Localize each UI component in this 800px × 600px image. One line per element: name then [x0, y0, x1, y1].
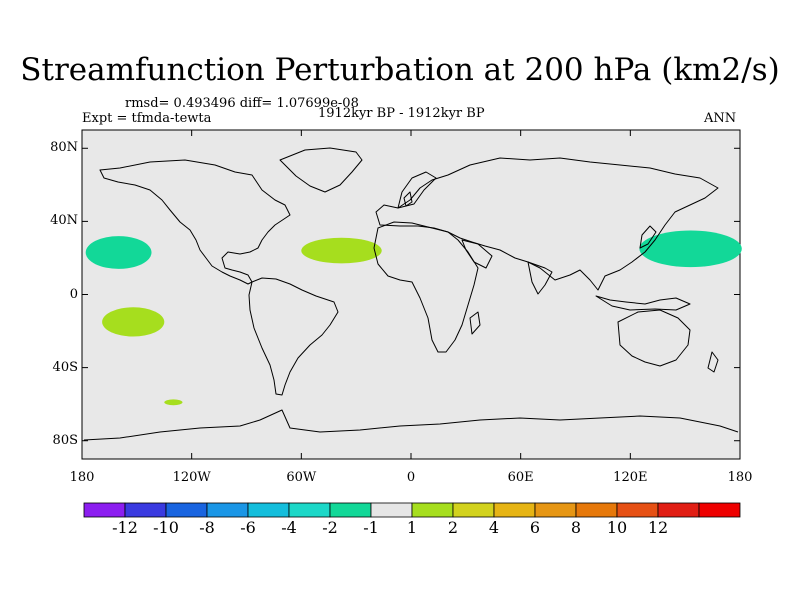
anomaly-north-pacific-east — [85, 236, 152, 269]
rmsd-stats: rmsd= 0.493496 diff= 1.07699e-08 — [125, 96, 359, 111]
lon-label: 60E — [507, 470, 534, 485]
experiment-label: Expt = tfmda-tewta — [82, 111, 212, 126]
colorbar-label: -12 — [112, 518, 138, 537]
colorbar-swatch — [165, 502, 208, 518]
colorbar-swatch — [493, 502, 536, 518]
colorbar-swatch — [83, 502, 126, 518]
coastline-arabia — [461, 239, 493, 269]
lat-label: 80S — [52, 432, 78, 448]
lat-label: 40S — [52, 359, 78, 375]
coastline-north-america — [99, 159, 291, 285]
lat-label: 40N — [50, 213, 78, 229]
colorbar-label: 4 — [488, 518, 500, 537]
colorbar-swatch — [370, 502, 413, 518]
coastline-india — [527, 261, 553, 295]
map-ocean-background — [81, 129, 741, 460]
colorbar-swatch — [534, 502, 577, 518]
colorbar-label: -2 — [322, 518, 338, 537]
colorbar-label: 1 — [406, 518, 418, 537]
coastline-new-zealand — [707, 351, 719, 373]
colorbar-label: 6 — [529, 518, 541, 537]
colorbar-label: -6 — [240, 518, 256, 537]
lon-label: 120E — [613, 470, 648, 485]
anomaly-small-south-pacific — [164, 399, 183, 406]
lon-label: 180 — [727, 470, 753, 485]
colorbar-swatch — [329, 502, 372, 518]
colorbar — [83, 502, 741, 518]
colorbar-swatch — [411, 502, 454, 518]
colorbar-label: 2 — [447, 518, 459, 537]
coastline-south-america — [248, 277, 339, 396]
lon-label: 0 — [406, 470, 416, 485]
colorbar-swatch — [698, 502, 741, 518]
colorbar-label: 12 — [647, 518, 669, 537]
colorbar-swatch — [124, 502, 167, 518]
coastline-madagascar — [469, 311, 481, 335]
coastline-eurasia — [375, 157, 719, 291]
lat-label: 0 — [69, 286, 78, 302]
colorbar-swatch — [575, 502, 618, 518]
colorbar-swatch — [616, 502, 659, 518]
colorbar-label: 8 — [570, 518, 582, 537]
colorbar-label: 10 — [606, 518, 628, 537]
colorbar-swatch — [288, 502, 331, 518]
season-label: ANN — [704, 111, 737, 126]
anomaly-south-pacific — [102, 307, 165, 337]
coastline-uk — [403, 191, 413, 207]
axis-ticks — [81, 130, 741, 459]
colorbar-label: -4 — [281, 518, 297, 537]
coastline-japan — [639, 225, 657, 249]
chart-title: Streamfunction Perturbation at 200 hPa (… — [20, 52, 780, 88]
lat-label: 80N — [50, 140, 78, 156]
coastline-indonesia — [595, 295, 691, 311]
colorbar-label: -1 — [363, 518, 379, 537]
lon-label: 60W — [286, 470, 317, 485]
colorbar-swatch — [206, 502, 249, 518]
lon-label: 180 — [69, 470, 95, 485]
anomaly-northwest-pacific — [639, 230, 742, 268]
period-label: 1912kyr BP - 1912kyr BP — [318, 106, 485, 121]
anomaly-layer — [85, 230, 742, 406]
colorbar-swatch — [452, 502, 495, 518]
coastline-australia — [617, 309, 691, 367]
coastline-antarctica — [83, 409, 739, 441]
lon-label: 120W — [172, 470, 211, 485]
anomaly-north-atlantic — [301, 237, 382, 264]
coastline-greenland — [279, 147, 363, 193]
colorbar-label: -8 — [199, 518, 215, 537]
coastline-scandinavia — [397, 171, 437, 209]
colorbar-swatch — [657, 502, 700, 518]
colorbar-label: -10 — [153, 518, 179, 537]
coastlines — [83, 147, 739, 441]
colorbar-swatch — [247, 502, 290, 518]
